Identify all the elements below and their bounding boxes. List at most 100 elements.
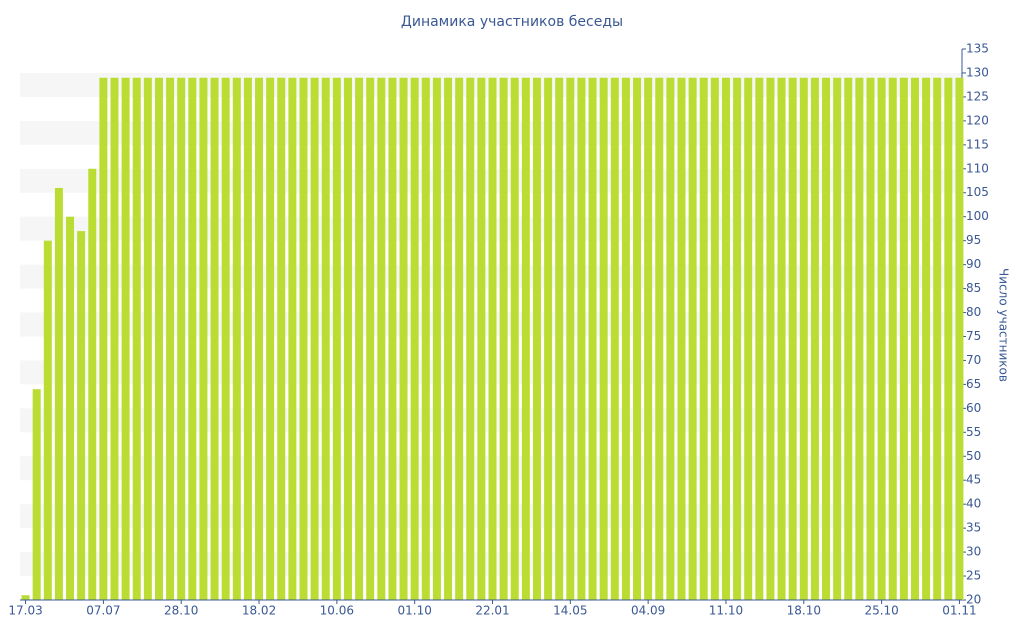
bar xyxy=(199,77,208,601)
chart-title: Динамика участников беседы xyxy=(401,14,623,30)
y-tick-label: 65 xyxy=(966,377,981,391)
bar xyxy=(143,77,152,601)
bar xyxy=(177,77,186,601)
x-tick-label: 17.03 xyxy=(8,604,42,618)
bar xyxy=(544,77,553,601)
bar xyxy=(555,77,564,601)
bar xyxy=(799,77,808,601)
bar xyxy=(221,77,230,601)
bar xyxy=(688,77,697,601)
y-tick-label: 85 xyxy=(966,281,981,295)
y-tick-label: 110 xyxy=(966,161,989,175)
bar xyxy=(210,77,219,601)
x-tick-label: 18.10 xyxy=(787,604,821,618)
bar xyxy=(944,77,953,601)
bar xyxy=(243,77,252,601)
bar xyxy=(488,77,497,601)
bar xyxy=(510,77,519,601)
bar xyxy=(588,77,597,601)
y-tick-label: 55 xyxy=(966,425,981,439)
bar xyxy=(744,77,753,601)
y-tick-label: 125 xyxy=(966,89,989,103)
bar xyxy=(121,77,130,601)
bar xyxy=(432,77,441,601)
bar xyxy=(566,77,575,601)
bar xyxy=(399,77,408,601)
bar xyxy=(810,77,819,601)
bar xyxy=(899,77,908,601)
bar xyxy=(32,389,41,600)
bar xyxy=(388,77,397,601)
bar xyxy=(444,77,453,601)
bar xyxy=(766,77,775,601)
bar xyxy=(332,77,341,601)
x-tick-label: 07.07 xyxy=(86,604,120,618)
y-tick-label: 60 xyxy=(966,401,981,415)
y-tick-label: 30 xyxy=(966,545,981,559)
bar xyxy=(910,77,919,601)
x-tick-label: 04.09 xyxy=(631,604,665,618)
bar xyxy=(499,77,508,601)
x-tick-label: 01.10 xyxy=(397,604,431,618)
bar xyxy=(54,187,63,601)
bar xyxy=(866,77,875,601)
bar xyxy=(154,77,163,601)
bar xyxy=(88,168,97,601)
y-tick-label: 50 xyxy=(966,449,981,463)
y-tick-label: 75 xyxy=(966,329,981,343)
bar xyxy=(610,77,619,601)
y-tick-label: 45 xyxy=(966,473,981,487)
bar xyxy=(532,77,541,601)
bar xyxy=(933,77,942,601)
x-tick-label: 10.06 xyxy=(320,604,354,618)
bar xyxy=(922,77,931,601)
bar xyxy=(421,77,430,601)
bar xyxy=(699,77,708,601)
x-tick-label: 11.10 xyxy=(709,604,743,618)
bar xyxy=(666,77,675,601)
bar xyxy=(188,77,197,601)
y-tick-label: 25 xyxy=(966,569,981,583)
bar xyxy=(455,77,464,601)
bar xyxy=(366,77,375,601)
y-tick-label: 130 xyxy=(966,65,989,79)
bar xyxy=(721,77,730,601)
y-tick-label: 105 xyxy=(966,185,989,199)
x-tick-label: 22.01 xyxy=(475,604,509,618)
bar xyxy=(321,77,330,601)
bar xyxy=(844,77,853,601)
x-tick-label: 14.05 xyxy=(553,604,587,618)
y-tick-label: 120 xyxy=(966,113,989,127)
bar xyxy=(43,240,52,601)
y-tick-label: 35 xyxy=(966,521,981,535)
bar xyxy=(521,77,530,601)
bar xyxy=(343,77,352,601)
bar xyxy=(644,77,653,601)
bar xyxy=(110,77,119,601)
bar xyxy=(132,77,141,601)
y-tick-label: 100 xyxy=(966,209,989,223)
bar xyxy=(955,77,964,601)
x-tick-label: 01.11 xyxy=(942,604,976,618)
bar xyxy=(477,77,486,601)
bar xyxy=(310,77,319,601)
bar xyxy=(855,77,864,601)
bar xyxy=(655,77,664,601)
bar xyxy=(877,77,886,601)
bar xyxy=(288,77,297,601)
bar xyxy=(733,77,742,601)
bar xyxy=(355,77,364,601)
bar xyxy=(888,77,897,601)
bar xyxy=(377,77,386,601)
x-tick-label: 18.02 xyxy=(242,604,276,618)
bar xyxy=(755,77,764,601)
bar xyxy=(833,77,842,601)
bar xyxy=(633,77,642,601)
bar xyxy=(777,77,786,601)
bar xyxy=(66,216,75,600)
bar xyxy=(822,77,831,601)
bar xyxy=(410,77,419,601)
bar xyxy=(466,77,475,601)
bar xyxy=(266,77,275,601)
